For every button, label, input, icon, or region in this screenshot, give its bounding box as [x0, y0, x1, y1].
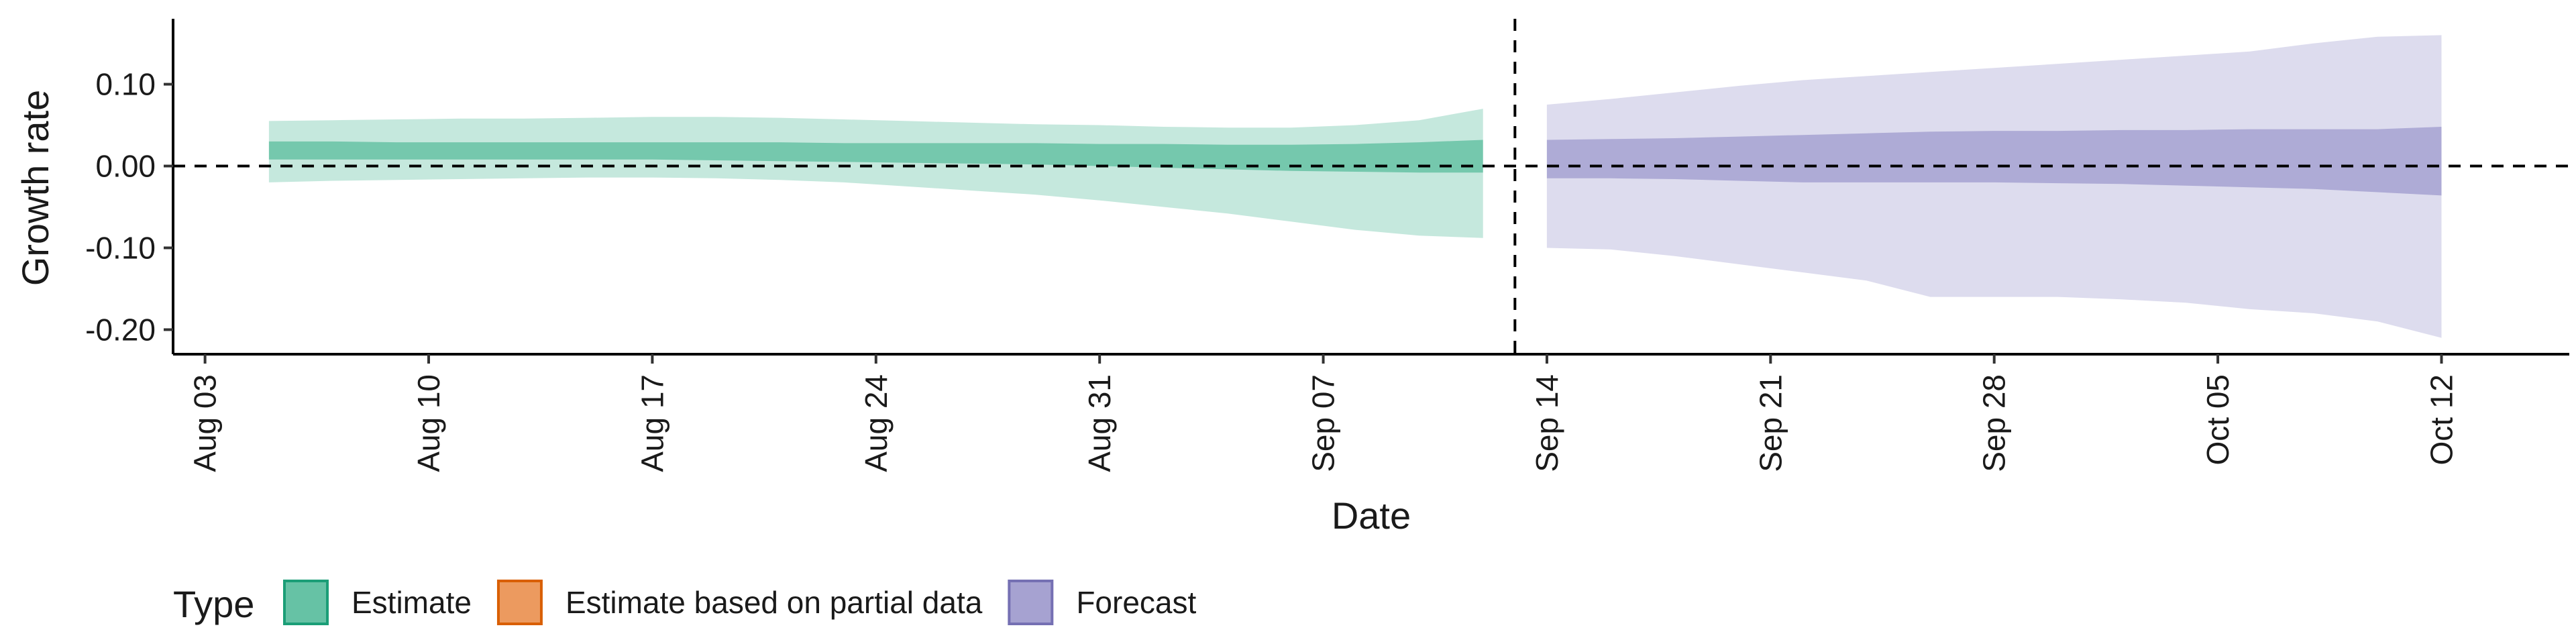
- x-tick-label: Aug 03: [188, 374, 223, 472]
- x-tick-label: Sep 21: [1753, 374, 1788, 472]
- legend-label-estimate-based-on-partial-data: Estimate based on partial data: [566, 585, 983, 620]
- x-tick-label: Oct 05: [2200, 374, 2235, 466]
- forecast-50-ribbon: [1546, 127, 2442, 196]
- y-tick-label: -0.10: [85, 230, 156, 265]
- axes-layer: 0.10 0.00 -0.10 -0.20 Aug 03 Aug 10 Aug 17 Aug …: [85, 19, 2569, 472]
- legend-label-estimate: Estimate: [352, 585, 472, 620]
- y-tick-label: 0.00: [95, 149, 156, 184]
- legend-swatch-estimate: [283, 580, 329, 625]
- x-tick-label: Aug 24: [859, 374, 894, 472]
- x-tick-label: Sep 07: [1306, 374, 1341, 472]
- reference-lines-layer: [173, 19, 2569, 354]
- legend-swatch-estimate-based-on-partial-data: [496, 580, 543, 625]
- x-tick-label: Oct 12: [2424, 374, 2459, 466]
- estimate-90-ribbon: [268, 109, 1483, 238]
- y-tick-label: -0.20: [85, 312, 156, 347]
- x-tick-label: Aug 31: [1082, 374, 1117, 472]
- x-tick-label: Sep 28: [1977, 374, 2012, 472]
- legend-title: Type: [173, 583, 254, 625]
- x-axis-title: Date: [1332, 494, 1411, 537]
- y-axis-title: Growth rate: [14, 90, 56, 286]
- forecast-90-ribbon: [1546, 35, 2442, 338]
- ribbons-layer: [268, 35, 2442, 338]
- estimate-50-ribbon: [268, 140, 1483, 173]
- legend-label-forecast: Forecast: [1076, 585, 1196, 620]
- y-tick-label: 0.10: [95, 67, 156, 102]
- legend-swatch-forecast: [1008, 580, 1054, 625]
- x-tick-label: Sep 14: [1529, 374, 1564, 472]
- x-tick-label: Aug 17: [635, 374, 669, 472]
- legend: Type Estimate Estimate based on partial d…: [173, 580, 1196, 625]
- x-tick-label: Aug 10: [411, 374, 446, 472]
